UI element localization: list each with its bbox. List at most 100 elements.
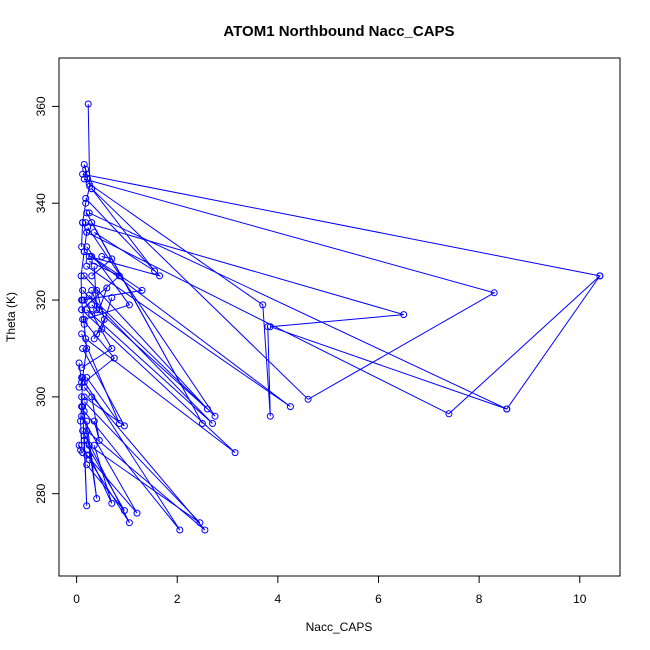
data-point	[80, 161, 88, 168]
series-line-segment	[81, 333, 120, 424]
data-point	[176, 526, 184, 534]
data-point	[108, 294, 116, 302]
data-point	[83, 502, 91, 510]
data-point	[445, 410, 453, 418]
data-point	[84, 175, 92, 183]
data-point	[75, 359, 83, 367]
y-tick-label: 360	[34, 96, 48, 116]
series-line-segment	[82, 319, 116, 383]
data-point	[83, 345, 91, 352]
series-line-segment	[91, 188, 155, 272]
data-point	[125, 519, 133, 527]
data-point	[85, 209, 93, 217]
data-point	[125, 301, 133, 309]
data-point	[596, 272, 604, 280]
data-point	[133, 509, 141, 517]
data-point	[80, 296, 88, 304]
data-point	[304, 395, 312, 403]
data-point	[88, 393, 96, 401]
x-tick-label: 10	[573, 592, 587, 606]
data-point	[78, 412, 86, 420]
data-point	[90, 441, 98, 449]
data-point	[90, 228, 98, 236]
data-point	[196, 519, 204, 527]
data-point	[80, 272, 88, 280]
series-line-segment	[83, 251, 291, 408]
data-point	[79, 427, 87, 435]
data-point	[77, 272, 85, 280]
data-point	[108, 499, 116, 507]
y-tick-label: 280	[34, 483, 48, 503]
data-point	[78, 330, 86, 338]
data-point	[83, 374, 91, 381]
y-tick-label: 300	[34, 387, 48, 407]
series-line-segment	[82, 173, 601, 410]
data-point	[198, 420, 206, 427]
series-points	[75, 100, 604, 534]
series-line-segment	[84, 178, 496, 400]
data-point	[201, 526, 209, 534]
data-point	[93, 286, 101, 294]
data-point	[211, 412, 219, 420]
data-point	[95, 306, 103, 314]
data-point	[286, 403, 294, 411]
data-point	[88, 185, 96, 193]
data-point	[80, 436, 88, 444]
x-tick-label: 4	[275, 592, 282, 606]
data-point	[79, 449, 87, 457]
series-line-segment	[81, 377, 181, 531]
data-point	[156, 272, 164, 280]
series-line-segment	[81, 396, 98, 499]
data-point	[83, 417, 91, 425]
series-line-segment	[83, 401, 201, 524]
data-point	[490, 289, 498, 297]
series-line-segment	[82, 430, 130, 523]
data-point	[75, 441, 83, 449]
x-tick-label: 6	[375, 592, 382, 606]
series-line-segment	[83, 440, 125, 511]
series-line-segment	[82, 348, 125, 427]
data-point	[79, 403, 87, 411]
chart-title: ATOM1 Northbound Nacc_CAPS	[223, 23, 454, 40]
data-point	[231, 449, 239, 457]
data-point	[120, 507, 128, 515]
data-point	[100, 315, 108, 323]
data-point	[93, 330, 101, 338]
data-point	[90, 417, 98, 425]
data-point	[85, 451, 93, 459]
series-line-segment	[84, 246, 131, 320]
series-line-segment	[93, 290, 105, 340]
series-line-segment	[81, 299, 113, 369]
series-line-segment	[83, 164, 89, 180]
data-point	[98, 253, 106, 260]
data-point	[82, 165, 90, 173]
data-point	[80, 320, 88, 328]
data-point	[83, 243, 91, 251]
data-point	[79, 286, 87, 294]
series-line-segment	[96, 297, 113, 335]
data-point	[103, 284, 111, 292]
series-line-segment	[82, 256, 144, 301]
data-point	[151, 267, 159, 275]
data-point	[90, 262, 98, 270]
y-tick-label: 340	[34, 193, 48, 213]
y-axis: 280 300 320 340 360	[34, 96, 60, 504]
data-point	[93, 495, 101, 502]
data-point	[82, 199, 90, 207]
x-tick-label: 2	[174, 592, 181, 606]
data-point	[98, 325, 106, 333]
series-line-segment	[88, 183, 271, 417]
data-point	[115, 272, 123, 280]
data-point	[84, 100, 92, 108]
data-point	[110, 354, 118, 362]
data-point	[88, 301, 96, 309]
data-point	[82, 335, 90, 343]
data-point	[259, 301, 267, 309]
data-point	[209, 420, 216, 427]
x-axis: 0 2 4 6 8 10	[73, 575, 587, 606]
data-point	[88, 286, 96, 294]
data-point	[88, 219, 96, 227]
data-point	[83, 461, 91, 469]
data-point	[400, 311, 408, 319]
data-point	[80, 432, 88, 440]
